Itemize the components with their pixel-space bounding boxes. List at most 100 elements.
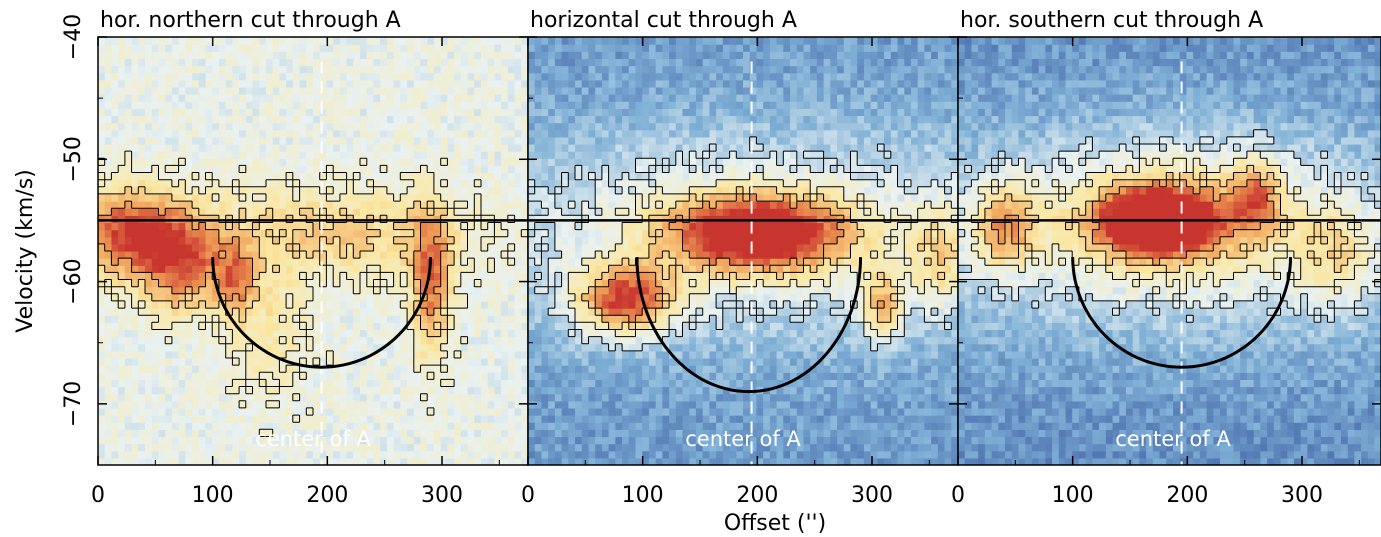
- heatmap-cell: [245, 236, 254, 245]
- heatmap-cell: [265, 272, 274, 281]
- heatmap-cell: [360, 450, 368, 459]
- heatmap-cell: [178, 336, 186, 345]
- heatmap-cell: [185, 272, 193, 281]
- heatmap-cell: [904, 443, 912, 452]
- heatmap-cell: [689, 343, 697, 352]
- heatmap-cell: [400, 122, 408, 131]
- heatmap-cell: [454, 243, 462, 252]
- heatmap-cell: [286, 44, 294, 52]
- heatmap-cell: [568, 343, 576, 352]
- heatmap-cell: [346, 457, 354, 465]
- heatmap-cell: [480, 144, 489, 152]
- heatmap-cell: [407, 158, 415, 166]
- heatmap-cell: [151, 322, 160, 331]
- heatmap-cell: [850, 393, 858, 402]
- heatmap-cell: [863, 400, 872, 409]
- heatmap-cell: [501, 144, 509, 152]
- heatmap-cell: [158, 208, 166, 216]
- heatmap-cell: [286, 186, 294, 195]
- heatmap-cell: [662, 415, 670, 423]
- heatmap-cell: [245, 151, 254, 159]
- heatmap-cell: [178, 393, 186, 402]
- heatmap-cell: [245, 286, 254, 295]
- heatmap-cell: [346, 407, 354, 416]
- heatmap-cell: [138, 86, 146, 95]
- heatmap-cell: [380, 193, 388, 202]
- heatmap-cell: [823, 336, 831, 345]
- heatmap-cell: [339, 79, 348, 88]
- heatmap-cell: [218, 51, 227, 59]
- heatmap-cell: [366, 158, 375, 166]
- heatmap-cell: [171, 286, 180, 295]
- heatmap-cell: [460, 336, 469, 345]
- heatmap-cell: [192, 350, 200, 359]
- heatmap-cell: [400, 329, 408, 338]
- heatmap-cell: [521, 236, 528, 245]
- heatmap-cell: [884, 407, 892, 416]
- heatmap-cell: [306, 336, 314, 345]
- heatmap-cell: [245, 386, 254, 395]
- heatmap-cell: [171, 115, 180, 124]
- heatmap-cell: [937, 372, 946, 380]
- heatmap-cell: [689, 443, 697, 452]
- heatmap-cell: [292, 329, 301, 338]
- heatmap-cell: [662, 358, 670, 366]
- heatmap-cell: [400, 158, 408, 166]
- heatmap-cell: [178, 72, 186, 81]
- heatmap-cell: [743, 415, 751, 423]
- heatmap-cell: [373, 407, 381, 416]
- heatmap-cell: [319, 251, 328, 259]
- heatmap-cell: [326, 158, 334, 166]
- heatmap-cell: [413, 44, 422, 52]
- heatmap-cell: [662, 379, 670, 388]
- heatmap-cell: [480, 450, 489, 459]
- heatmap-cell: [608, 443, 616, 452]
- heatmap-cell: [151, 315, 160, 323]
- heatmap-cell: [931, 365, 939, 373]
- heatmap-cell: [675, 350, 684, 359]
- heatmap-cell: [386, 115, 395, 124]
- heatmap-cell: [440, 415, 448, 423]
- heatmap-cell: [319, 115, 328, 124]
- heatmap-cell: [192, 272, 200, 281]
- heatmap-cell: [218, 201, 227, 209]
- heatmap-cell: [292, 336, 301, 345]
- heatmap-cell: [420, 243, 428, 252]
- heatmap-cell: [131, 94, 139, 102]
- heatmap-cell: [292, 136, 301, 145]
- heatmap-cell: [339, 379, 348, 388]
- heatmap-cell: [366, 151, 375, 159]
- heatmap-cell: [299, 365, 307, 373]
- heatmap-cell: [218, 129, 227, 138]
- heatmap-cell: [178, 365, 186, 373]
- heatmap-cell: [427, 72, 435, 81]
- heatmap-cell: [447, 144, 455, 152]
- heatmap-cell: [373, 179, 381, 188]
- heatmap-cell: [292, 279, 301, 288]
- heatmap-cell: [346, 186, 354, 195]
- heatmap-cell: [514, 251, 522, 259]
- heatmap-cell: [648, 457, 657, 465]
- heatmap-cell: [118, 258, 126, 266]
- heatmap-cell: [292, 172, 301, 181]
- heatmap-cell: [131, 407, 139, 416]
- heatmap-cell: [124, 101, 133, 109]
- heatmap-cell: [628, 436, 637, 445]
- heatmap-cell: [218, 158, 227, 166]
- heatmap-cell: [884, 379, 892, 388]
- heatmap-cell: [440, 122, 448, 131]
- heatmap-cell: [218, 265, 227, 273]
- heatmap-cell: [514, 165, 522, 174]
- heatmap-cell: [514, 158, 522, 166]
- heatmap-cell: [581, 407, 590, 416]
- heatmap-cell: [595, 429, 603, 438]
- heatmap-cell: [326, 336, 334, 345]
- heatmap-cell: [447, 322, 455, 331]
- heatmap-cell: [306, 122, 314, 131]
- heatmap-cell: [259, 329, 267, 338]
- heatmap-cell: [158, 222, 166, 231]
- heatmap-cell: [178, 236, 186, 245]
- heatmap-cell: [286, 243, 294, 252]
- heatmap-cell: [743, 350, 751, 359]
- heatmap-cell: [239, 201, 247, 209]
